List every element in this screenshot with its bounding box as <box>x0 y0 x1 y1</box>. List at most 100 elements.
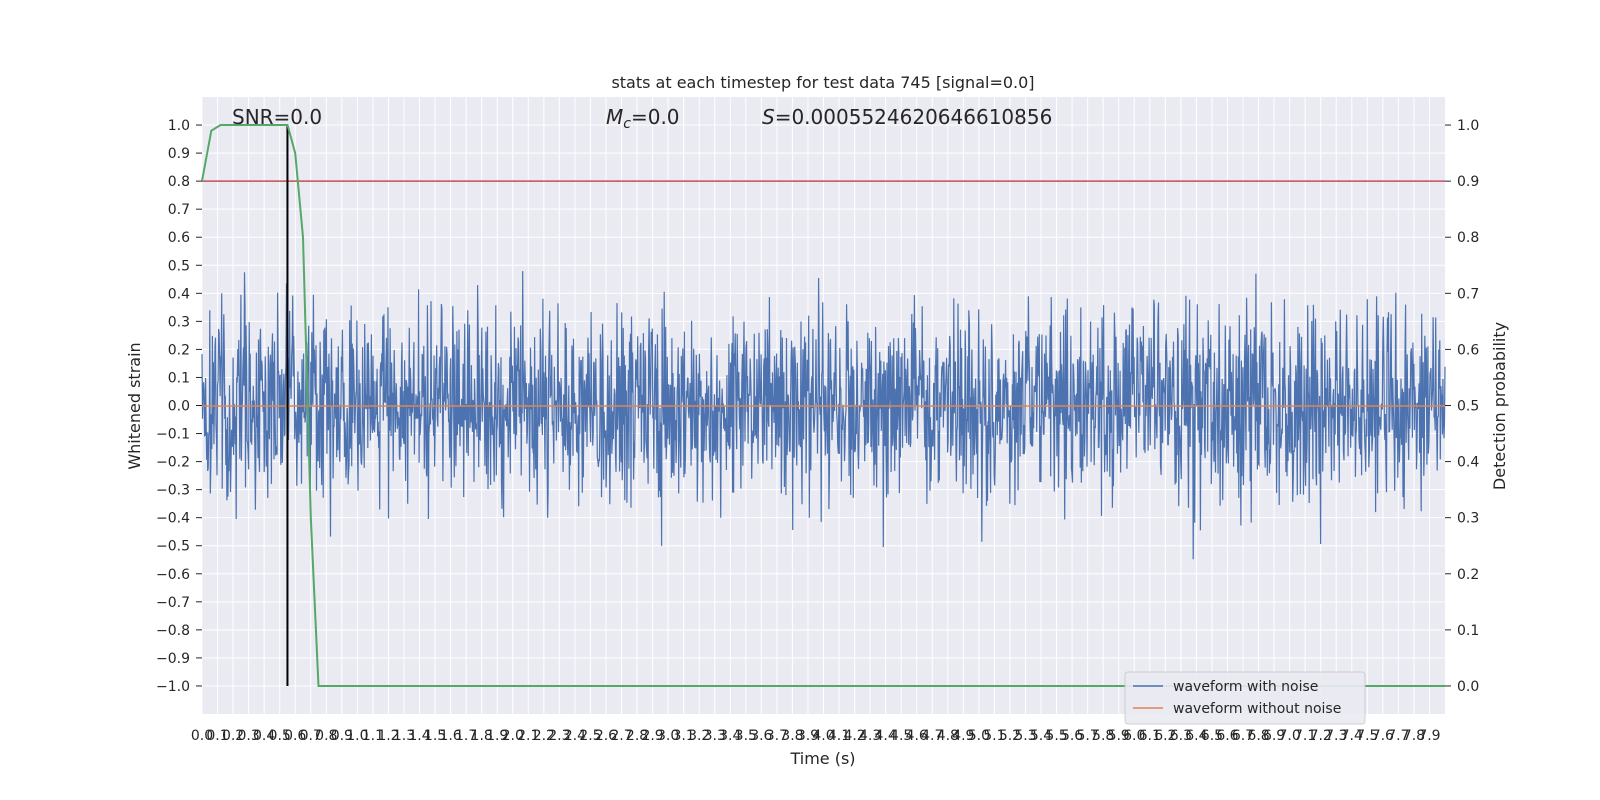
y-left-tick-label: 0.4 <box>168 286 190 302</box>
x-tick-label: 6.4 <box>1185 728 1207 744</box>
x-tick-label: 7.0 <box>1278 728 1300 744</box>
chart-title: stats at each timestep for test data 745… <box>611 73 1034 92</box>
y-left-tick-label: −1.0 <box>156 679 190 695</box>
x-tick-label: 6.2 <box>1154 728 1176 744</box>
x-tick-label: 3.4 <box>719 728 741 744</box>
x-tick-label: 7.6 <box>1372 728 1394 744</box>
y-right-tick-label: 1.0 <box>1457 118 1479 134</box>
x-tick-label: 7.4 <box>1341 728 1363 744</box>
x-tick-label: 0.1 <box>206 728 228 744</box>
y-left-axis-label: Whitened strain <box>125 342 144 469</box>
y-left-tick-label: −0.8 <box>156 623 190 639</box>
x-tick-label: 5.1 <box>983 728 1005 744</box>
y-right-tick-label: 0.6 <box>1457 342 1479 358</box>
x-tick-label: 4.4 <box>875 728 897 744</box>
x-tick-label: 5.5 <box>1045 728 1067 744</box>
y-left-tick-labels: 1.0 0.9 0.8 0.7 0.6 0.5 0.4 0.3 0.2 0.1 0.0 −0.1 −0.… <box>156 118 202 695</box>
y-left-tick-label: 0.0 <box>168 399 190 415</box>
x-tick-label: 4.7 <box>921 728 943 744</box>
x-tick-labels: 0.00.10.20.30.40.50.60.70.80.91.01.11.21… <box>191 728 1441 744</box>
x-tick-label: 1.5 <box>424 728 446 744</box>
y-right-tick-label: 0.7 <box>1457 286 1479 302</box>
x-tick-label: 3.5 <box>735 728 757 744</box>
y-left-tick-label: 0.2 <box>168 342 190 358</box>
legend-label-clean: waveform without noise <box>1173 701 1341 717</box>
x-tick-label: 2.1 <box>517 728 539 744</box>
x-tick-label: 3.7 <box>766 728 788 744</box>
x-tick-label: 6.5 <box>1201 728 1223 744</box>
x-tick-label: 7.8 <box>1403 728 1425 744</box>
y-left-tick-label: −0.1 <box>156 427 190 443</box>
x-tick-label: 4.6 <box>906 728 928 744</box>
x-tick-label: 2.8 <box>626 728 648 744</box>
x-tick-label: 5.8 <box>1092 728 1114 744</box>
x-tick-label: 7.3 <box>1325 728 1347 744</box>
x-tick-label: 0.8 <box>315 728 337 744</box>
x-tick-label: 7.5 <box>1356 728 1378 744</box>
x-tick-label: 0.2 <box>222 728 244 744</box>
x-tick-label: 1.1 <box>362 728 384 744</box>
y-left-tick-label: −0.6 <box>156 567 190 583</box>
x-tick-label: 2.4 <box>564 728 586 744</box>
x-axis-label: Time (s) <box>789 749 855 768</box>
y-left-tick-label: −0.9 <box>156 651 190 667</box>
s-symbol: S <box>762 105 775 129</box>
y-right-tick-label: 0.1 <box>1457 623 1479 639</box>
x-tick-label: 5.9 <box>1108 728 1130 744</box>
y-right-tick-label: 0.4 <box>1457 455 1479 471</box>
y-left-tick-label: 1.0 <box>168 118 190 134</box>
x-tick-label: 0.6 <box>284 728 306 744</box>
y-left-tick-label: 0.9 <box>168 146 190 162</box>
x-tick-label: 2.5 <box>579 728 601 744</box>
annotation-s: S=0.0005524620646610856 <box>762 105 1052 129</box>
x-tick-label: 2.7 <box>610 728 632 744</box>
y-left-tick-label: 0.6 <box>168 230 190 246</box>
x-tick-label: 0.4 <box>253 728 275 744</box>
y-right-tick-label: 0.3 <box>1457 511 1479 527</box>
x-tick-label: 6.9 <box>1263 728 1285 744</box>
x-tick-label: 3.3 <box>704 728 726 744</box>
y-left-tick-label: 0.1 <box>168 370 190 386</box>
x-tick-label: 3.1 <box>673 728 695 744</box>
noise-path <box>201 271 1446 560</box>
y-left-tick-label: 0.3 <box>168 314 190 330</box>
y-right-tick-label: 0.0 <box>1457 679 1479 695</box>
x-tick-label: 6.0 <box>1123 728 1145 744</box>
y-left-tick-label: 0.8 <box>168 174 190 190</box>
x-tick-label: 4.0 <box>812 728 834 744</box>
x-tick-label: 4.9 <box>952 728 974 744</box>
x-tick-label: 4.5 <box>890 728 912 744</box>
y-left-tick-label: 0.5 <box>168 258 190 274</box>
x-tick-label: 0.3 <box>237 728 259 744</box>
x-tick-label: 6.3 <box>1170 728 1192 744</box>
x-tick-label: 5.2 <box>999 728 1021 744</box>
x-tick-label: 5.0 <box>968 728 990 744</box>
x-tick-label: 2.3 <box>548 728 570 744</box>
x-tick-label: 2.0 <box>502 728 524 744</box>
mc-subscript: c <box>623 116 631 132</box>
x-tick-label: 1.7 <box>455 728 477 744</box>
x-tick-label: 4.1 <box>828 728 850 744</box>
y-left-tick-label: 0.7 <box>168 202 190 218</box>
annotation-snr: SNR=0.0 <box>232 105 322 129</box>
x-tick-label: 5.3 <box>1014 728 1036 744</box>
legend-label-noise: waveform with noise <box>1173 679 1318 695</box>
x-tick-label: 3.8 <box>781 728 803 744</box>
x-tick-label: 1.9 <box>486 728 508 744</box>
legend-box <box>1124 671 1366 725</box>
x-tick-label: 5.4 <box>1030 728 1052 744</box>
x-tick-label: 7.7 <box>1387 728 1409 744</box>
x-tick-label: 0.0 <box>191 728 213 744</box>
y-left-tick-label: −0.7 <box>156 595 190 611</box>
x-tick-label: 6.6 <box>1216 728 1238 744</box>
x-tick-label: 4.2 <box>843 728 865 744</box>
x-tick-label: 5.6 <box>1061 728 1083 744</box>
x-tick-label: 7.9 <box>1418 728 1440 744</box>
mc-value: =0.0 <box>631 105 680 129</box>
x-tick-label: 1.6 <box>439 728 461 744</box>
legend: waveform with noise waveform without noi… <box>1124 671 1366 725</box>
x-tick-label: 2.2 <box>533 728 555 744</box>
x-tick-label: 4.8 <box>937 728 959 744</box>
x-tick-label: 0.7 <box>300 728 322 744</box>
